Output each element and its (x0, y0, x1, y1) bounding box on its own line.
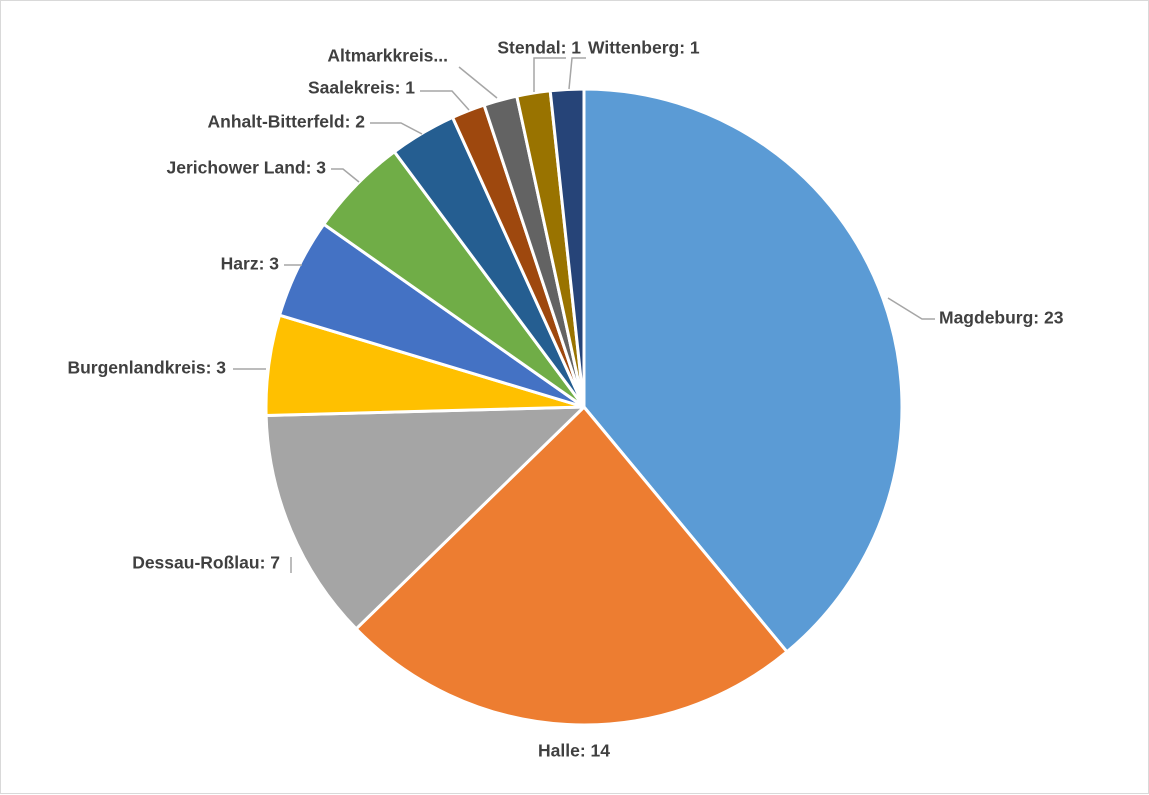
data-labels: Magdeburg: 23 Halle: 14 Dessau-Roßlau: 7 Bu… (67, 38, 1063, 761)
leader-line-wittenberg (568, 57, 586, 90)
leader-lines (233, 57, 935, 573)
leader-line-saalekreis (420, 90, 470, 111)
data-label-dessau-rosslau: Dessau-Roßlau: 7 (132, 553, 280, 573)
data-label-magdeburg: Magdeburg: 23 (939, 308, 1064, 328)
data-label-stendal: Stendal: 1 (497, 38, 581, 58)
pie-slice-halle (354, 405, 789, 727)
data-label-wittenberg: Wittenberg: 1 (588, 38, 700, 58)
leader-line-anhalt-bitterfeld (370, 122, 423, 135)
leader-line-altmarkkreis (458, 66, 498, 99)
pie-slice-dessau-rosslau (264, 405, 586, 631)
pie-slices (264, 87, 904, 727)
data-label-halle: Halle: 14 (538, 741, 610, 761)
data-label-altmarkkreis: Altmarkkreis... (327, 46, 448, 66)
pie-slice-wittenberg (548, 87, 586, 409)
data-label-harz: Harz: 3 (221, 254, 280, 274)
data-label-burgenlandkreis: Burgenlandkreis: 3 (67, 358, 226, 378)
pie-slice-magdeburg (582, 87, 904, 654)
leader-line-stendal (533, 57, 566, 92)
leader-line-jerichower-land (331, 168, 360, 183)
data-label-anhalt-bitterfeld: Anhalt-Bitterfeld: 2 (208, 112, 366, 132)
leader-line-magdeburg (887, 297, 935, 320)
data-label-jerichower-land: Jerichower Land: 3 (167, 158, 327, 178)
data-label-saalekreis: Saalekreis: 1 (308, 78, 415, 98)
